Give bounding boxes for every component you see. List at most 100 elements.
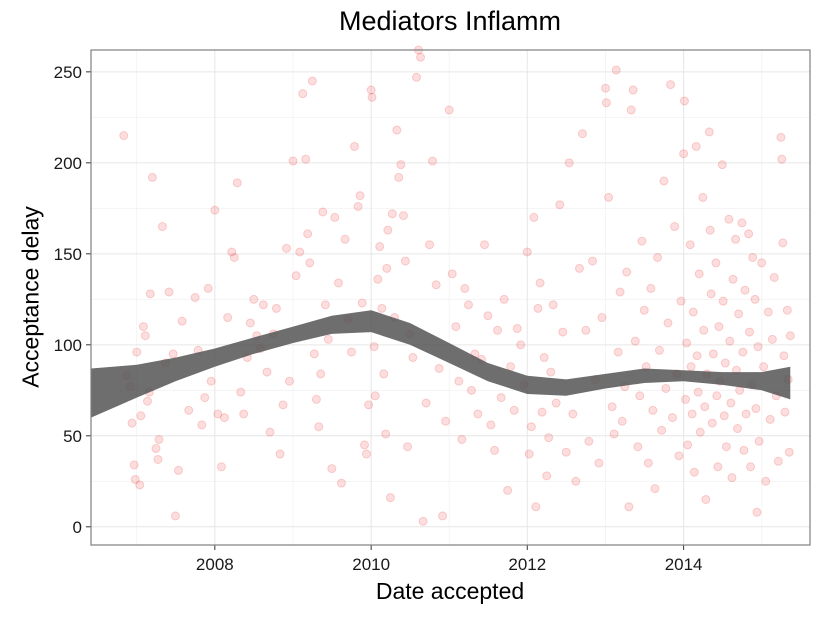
data-point	[524, 449, 534, 459]
data-point	[320, 300, 330, 310]
data-point	[663, 318, 673, 328]
data-point	[355, 191, 365, 201]
data-point	[142, 396, 152, 406]
data-point	[138, 322, 148, 332]
data-point	[411, 72, 421, 82]
data-point	[728, 274, 738, 284]
data-point	[682, 338, 692, 348]
data-point	[327, 464, 337, 474]
data-point	[594, 458, 604, 468]
data-point	[624, 502, 634, 512]
data-point	[776, 132, 786, 142]
data-point	[303, 229, 313, 239]
data-point	[314, 422, 324, 432]
data-point	[444, 105, 454, 115]
data-point	[197, 420, 207, 430]
data-point	[708, 349, 718, 359]
data-point	[750, 294, 760, 304]
data-point	[227, 247, 237, 257]
data-point	[734, 309, 744, 319]
data-point	[375, 242, 385, 252]
data-point	[346, 347, 356, 357]
data-point	[721, 442, 731, 452]
data-point	[398, 211, 408, 221]
data-point	[737, 218, 747, 228]
data-point	[588, 256, 598, 266]
data-point	[698, 192, 708, 202]
data-point	[284, 376, 294, 386]
data-point	[763, 307, 773, 317]
data-point	[699, 325, 709, 335]
data-point	[381, 429, 391, 439]
data-point	[506, 362, 516, 372]
data-point	[509, 405, 519, 415]
data-point	[679, 96, 689, 106]
data-point	[659, 176, 669, 186]
data-point	[219, 413, 229, 423]
data-point	[493, 325, 503, 335]
data-point	[535, 278, 545, 288]
data-point	[568, 409, 578, 419]
data-point	[574, 263, 584, 273]
data-point	[693, 387, 703, 397]
data-point	[249, 294, 259, 304]
data-point	[307, 76, 317, 86]
data-point	[473, 409, 483, 419]
data-point	[281, 243, 291, 253]
data-point	[685, 240, 695, 250]
x-axis-label: Date accepted	[375, 578, 525, 604]
data-point	[127, 418, 137, 428]
data-point	[650, 484, 660, 494]
data-point	[584, 436, 594, 446]
data-point	[704, 127, 714, 137]
data-point	[295, 247, 305, 257]
data-point	[353, 202, 363, 212]
data-point	[309, 349, 319, 359]
data-point	[364, 400, 374, 410]
data-point	[490, 445, 500, 455]
y-tick-label: 250	[54, 63, 82, 82]
data-point	[622, 267, 632, 277]
data-point	[421, 398, 431, 408]
data-point	[431, 280, 441, 290]
data-point	[688, 307, 698, 317]
data-point	[551, 398, 561, 408]
data-point	[275, 449, 285, 459]
data-point	[700, 402, 710, 412]
data-point	[210, 205, 220, 215]
data-point	[311, 394, 321, 404]
data-point	[383, 225, 393, 235]
data-point	[318, 207, 328, 217]
data-point	[434, 363, 444, 373]
data-point	[692, 351, 702, 361]
data-point	[418, 516, 428, 526]
data-point	[157, 222, 167, 232]
data-point	[466, 385, 476, 395]
data-point	[779, 351, 789, 361]
data-point	[428, 156, 438, 166]
data-point	[153, 454, 163, 464]
data-point	[670, 222, 680, 232]
data-point	[369, 342, 379, 352]
data-point	[361, 449, 371, 459]
data-point	[718, 296, 728, 306]
data-point	[147, 172, 157, 182]
data-point	[705, 225, 715, 235]
data-point	[531, 502, 541, 512]
data-point	[778, 238, 788, 248]
data-point	[546, 367, 556, 377]
data-point	[707, 418, 717, 428]
data-point	[522, 247, 532, 257]
data-point	[679, 149, 689, 159]
data-point	[454, 376, 464, 386]
x-tick-label: 2008	[196, 555, 234, 574]
data-point	[604, 192, 614, 202]
data-point	[379, 369, 389, 379]
y-tick-label: 200	[54, 154, 82, 173]
data-point	[626, 105, 636, 115]
data-point	[683, 440, 693, 450]
data-point	[719, 411, 729, 421]
data-point	[451, 322, 461, 332]
data-point	[203, 283, 213, 293]
